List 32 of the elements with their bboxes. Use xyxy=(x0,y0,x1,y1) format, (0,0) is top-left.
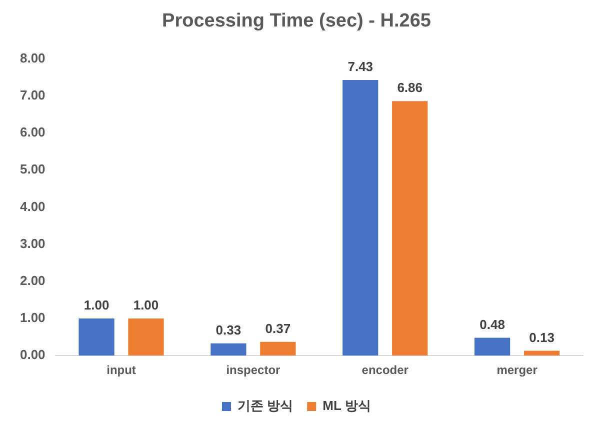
bar xyxy=(392,101,428,356)
text: 0.37 xyxy=(265,320,291,336)
legend-label: 기존 방식 xyxy=(238,398,294,414)
chart-title: Processing Time (sec) - H.265 xyxy=(162,10,432,32)
text: 0.33 xyxy=(216,322,242,338)
text: 7.43 xyxy=(348,59,374,74)
y-tick-label: 7.00 xyxy=(20,87,46,102)
text: 1.00 xyxy=(84,298,110,313)
bar xyxy=(260,342,296,356)
y-tick-label: 2.00 xyxy=(20,272,46,288)
y-tick-label: 4.00 xyxy=(20,198,46,214)
y-tick-label: 8.00 xyxy=(20,50,46,66)
x-tick-label: merger xyxy=(496,363,538,378)
x-tick-label: encoder xyxy=(362,363,409,378)
bar xyxy=(524,350,560,356)
legend-label: ML 방식 xyxy=(322,398,371,414)
bar xyxy=(474,338,510,356)
y-tick-label: 5.00 xyxy=(20,162,46,177)
x-tick-label: inspector xyxy=(226,363,281,378)
y-tick-label: 6.00 xyxy=(20,124,46,140)
y-tick-label: 1.00 xyxy=(20,310,46,326)
text: 6.86 xyxy=(397,80,423,96)
text: 0.48 xyxy=(480,316,505,332)
x-tick-label: input xyxy=(106,363,136,378)
bar xyxy=(78,318,114,356)
bar xyxy=(210,343,246,356)
y-tick-label: 3.00 xyxy=(20,236,46,251)
y-tick-label: 0.00 xyxy=(20,347,46,362)
text: 1.00 xyxy=(133,298,159,313)
bar xyxy=(342,80,378,356)
bar xyxy=(128,318,164,356)
text: 0.13 xyxy=(529,330,554,345)
